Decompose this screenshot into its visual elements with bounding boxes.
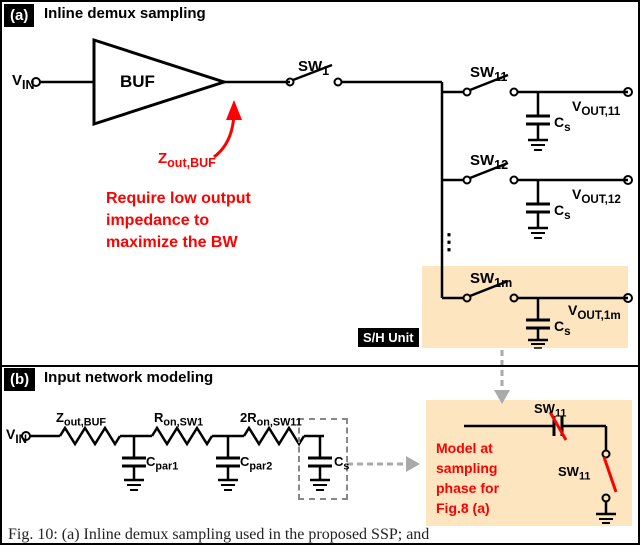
ron11-label: 2Ron,SW11 (240, 410, 302, 429)
model-line2: sampling (436, 460, 497, 476)
panel-a-tag: (a) (4, 4, 34, 27)
zout-label: Zout,BUF (158, 150, 216, 170)
panel-b-title: Input network modeling (44, 369, 213, 386)
buf-label: BUF (120, 72, 155, 92)
sw1m-label: SW1m (470, 270, 512, 290)
model-sw11-label: SW11 (534, 401, 566, 420)
vout12-label: VOUT,12 (572, 186, 621, 206)
panel-b-tag: (b) (4, 368, 35, 391)
zout-b-label: Zout,BUF (56, 410, 106, 429)
cs1m-label: Cs (554, 318, 571, 338)
model-line4: Fig.8 (a) (436, 500, 490, 516)
ron1-label: Ron,SW1 (154, 410, 203, 429)
vout1m-label: VOUT,1m (568, 302, 621, 322)
cs-b-label: Cs (334, 454, 349, 473)
cs12-label: Cs (554, 202, 571, 222)
req-line1: Require low output (106, 190, 251, 208)
sh-unit-label: S/H Unit (358, 328, 419, 347)
figure-container: (a) Inline demux sampling (0, 0, 640, 545)
figure-caption: Fig. 10: (a) Inline demux sampling used … (8, 526, 429, 545)
vin-b-label: VIN (6, 426, 27, 446)
dots: ⋮ (438, 238, 460, 246)
cpar2-label: Cpar2 (240, 454, 272, 473)
req-line2: impedance to (106, 212, 209, 230)
sw1-label: SW1 (298, 58, 329, 78)
cs11-label: Cs (554, 114, 571, 134)
vin-label: VIN (12, 72, 35, 92)
cpar1-label: Cpar1 (146, 454, 178, 473)
sw11-label: SW11 (470, 64, 507, 84)
model-line3: phase for (436, 480, 499, 496)
req-line3: maximize the BW (106, 234, 238, 252)
model-line1: Model at (436, 440, 493, 456)
sw12-label: SW12 (470, 152, 508, 172)
model-sw11b-label: SW11 (558, 464, 590, 483)
vout11-label: VOUT,11 (572, 98, 620, 118)
panel-a-title: Inline demux sampling (44, 5, 206, 22)
